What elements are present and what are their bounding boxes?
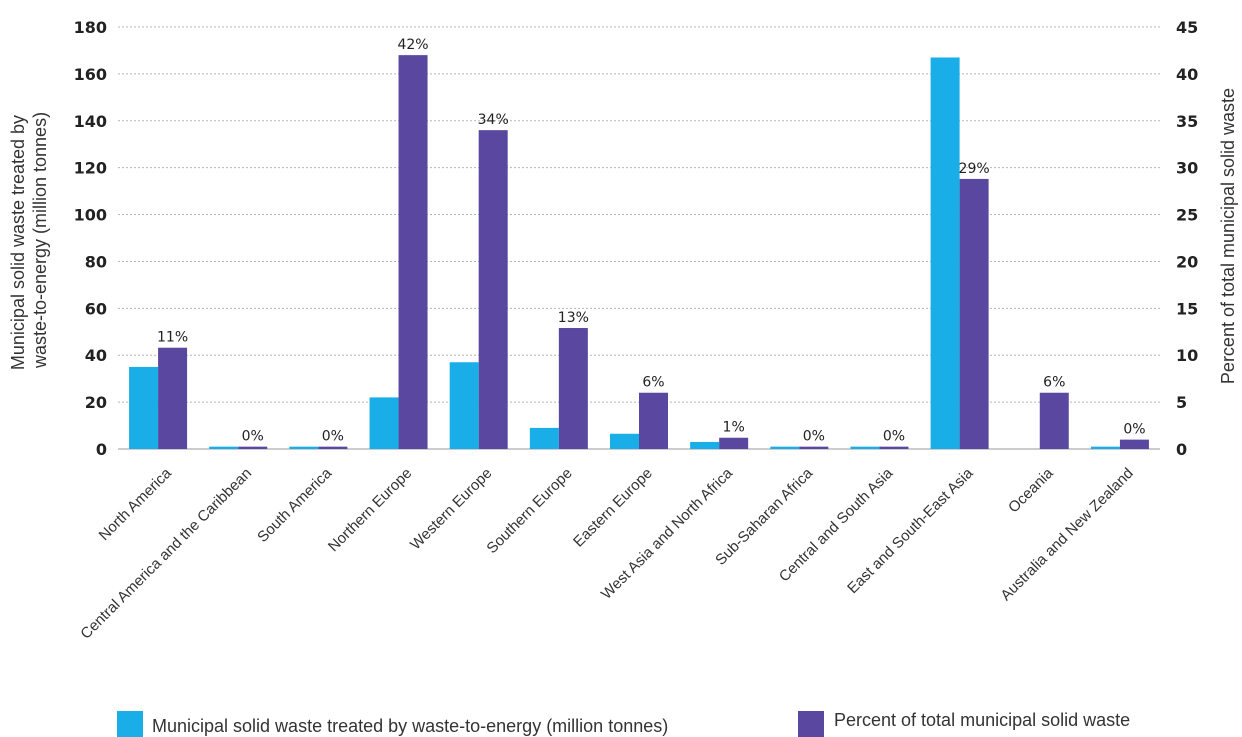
category-label: Australia and New Zealand: [997, 465, 1136, 604]
bar-msw-treated: [690, 441, 720, 449]
category-label: Oceania: [1005, 464, 1057, 516]
left-tick-label: 180: [74, 18, 107, 37]
right-tick-label: 30: [1176, 159, 1198, 178]
bar-percent: [799, 446, 829, 449]
right-tick-label: 0: [1176, 440, 1187, 459]
bar-msw-treated: [610, 433, 639, 449]
legend-label-msw-treated: Municipal solid waste treated by waste-t…: [152, 716, 668, 736]
bar-percent: [959, 178, 989, 450]
category-label: Southern Europe: [483, 465, 575, 557]
left-tick-label: 120: [74, 159, 107, 178]
data-label-percent: 1%: [723, 420, 745, 436]
right-tick-label: 10: [1176, 346, 1198, 365]
bar-msw-treated: [850, 446, 880, 449]
legend: Municipal solid waste treated by waste-t…: [117, 710, 1130, 737]
bar-msw-treated: [129, 366, 159, 449]
bar-percent: [318, 446, 348, 449]
data-label-percent: 34%: [478, 112, 509, 128]
bar-percent: [398, 55, 428, 450]
left-tick-label: 0: [96, 440, 107, 459]
bar-percent: [238, 446, 268, 449]
left-tick-label: 140: [74, 112, 107, 131]
legend-swatch-percent: [798, 711, 824, 737]
bar-msw-treated: [289, 446, 319, 449]
bar-percent: [879, 446, 909, 449]
bar-percent: [478, 130, 508, 449]
category-label: Central America and the Caribbean: [77, 465, 255, 643]
legend-swatch-msw-treated: [117, 711, 143, 737]
left-axis-title-line-1: Municipal solid waste treated by: [8, 115, 28, 370]
category-label: North America: [96, 464, 176, 544]
bars: [129, 55, 1149, 450]
category-label: Northern Europe: [325, 465, 415, 555]
bar-percent: [1119, 439, 1149, 449]
data-label-percent: 0%: [322, 429, 344, 445]
left-tick-label: 20: [85, 393, 107, 412]
legend-label-percent: Percent of total municipal solid waste: [834, 710, 1130, 730]
data-label-percent: 29%: [959, 161, 990, 177]
data-label-percent: 0%: [1123, 422, 1145, 438]
data-label-percent: 0%: [883, 429, 905, 445]
bar-msw-treated: [369, 397, 399, 449]
bar-msw-treated: [930, 57, 960, 449]
left-tick-label: 40: [85, 346, 107, 365]
gridlines: [118, 26, 1160, 450]
bar-msw-treated: [770, 446, 800, 449]
category-label: Western Europe: [407, 465, 495, 553]
category-label: South America: [254, 464, 335, 545]
right-tick-label: 35: [1176, 112, 1198, 131]
bar-percent: [639, 392, 668, 449]
right-tick-label: 15: [1176, 299, 1198, 318]
right-axis-title: Percent of total municipal solid waste: [1218, 88, 1238, 384]
left-tick-label: 80: [85, 252, 107, 271]
right-tick-label: 45: [1176, 18, 1198, 37]
right-tick-label: 20: [1176, 252, 1198, 271]
data-label-percent: 6%: [642, 375, 664, 391]
data-label-percent: 6%: [1043, 375, 1065, 391]
bar-msw-treated: [1090, 446, 1120, 449]
bar-msw-treated: [209, 446, 239, 449]
right-tick-label: 40: [1176, 65, 1198, 84]
bar-percent: [558, 328, 588, 449]
data-label-percent: 42%: [397, 37, 428, 53]
data-label-percent: 0%: [803, 429, 825, 445]
category-label: Eastern Europe: [570, 465, 656, 551]
right-tick-label: 25: [1176, 206, 1198, 225]
bar-msw-treated: [449, 362, 479, 449]
left-tick-label: 60: [85, 299, 107, 318]
data-label-percent: 13%: [558, 310, 589, 326]
right-tick-label: 5: [1176, 393, 1187, 412]
left-axis-title-line-2: waste-to-energy (million tonnes): [30, 112, 50, 369]
category-label: West Asia and North Africa: [598, 464, 736, 602]
axis-ticks: 0 0 20 5 40 10 60 15 80 20 100 25 120 30 140 35 160 40 180…: [74, 18, 1199, 459]
data-label-percent: 11%: [157, 330, 188, 346]
bar-percent: [1039, 392, 1069, 449]
data-labels: 11% 0% 0% 42% 34% 13% 6% 1% 0% 0% 29% 6% 0%: [157, 37, 1146, 445]
bar-percent: [719, 437, 749, 449]
bar-percent: [158, 347, 188, 449]
left-tick-label: 100: [74, 206, 107, 225]
left-tick-label: 160: [74, 65, 107, 84]
data-label-percent: 0%: [242, 429, 264, 445]
left-axis-title: Municipal solid waste treated by waste-t…: [8, 110, 50, 370]
bar-msw-treated: [529, 427, 559, 449]
